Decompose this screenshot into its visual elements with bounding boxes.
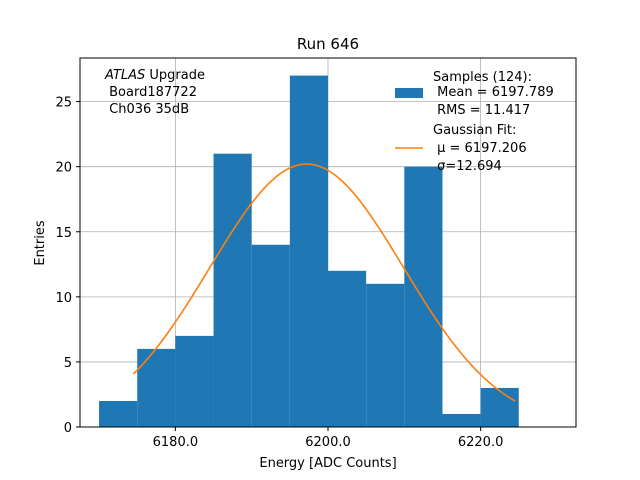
legend-fit-title: Gaussian Fit: (433, 123, 516, 138)
upgrade-label: Upgrade (145, 68, 205, 83)
histogram-bar-6 (328, 270, 367, 427)
legend-samples-rms: RMS = 11.417 (433, 103, 530, 118)
histogram-bar-9 (442, 413, 481, 427)
histogram-bar-0 (99, 400, 138, 427)
histogram-bar-1 (137, 348, 176, 427)
annotation-channel: Ch036 35dB (105, 102, 189, 117)
histogram-bar-2 (175, 335, 214, 427)
histogram-bars (99, 75, 519, 428)
legend-swatch-samples (395, 88, 423, 98)
x-tick-label-2: 6220.0 (458, 435, 504, 450)
legend-samples-title: Samples (124): (433, 70, 532, 85)
y-tick-label-0: 0 (64, 421, 72, 436)
histogram-bar-8 (404, 166, 443, 427)
histogram-bar-3 (213, 153, 252, 427)
y-axis-label: Entries (33, 220, 48, 266)
histogram-bar-7 (366, 283, 405, 427)
legend-fit-mu: μ = 6197.206 (433, 141, 527, 156)
atlas-label: ATLAS (104, 68, 145, 83)
y-tick-label-3: 15 (55, 226, 72, 241)
axis-ticks: 6180.0 6200.0 6220.0 0 5 10 15 20 25 (55, 96, 503, 450)
x-axis-label: Energy [ADC Counts] (259, 456, 396, 471)
histogram-bar-5 (289, 75, 328, 428)
x-tick-label-0: 6180.0 (153, 435, 199, 450)
fit-curve-line (132, 163, 516, 402)
annotation-board: Board187722 (105, 85, 197, 100)
annotation-line-1: ATLAS Upgrade (104, 68, 205, 83)
legend-fit-sigma: σ=12.694 (433, 159, 502, 174)
y-tick-label-2: 10 (55, 291, 72, 306)
x-tick-label-1: 6200.0 (305, 435, 351, 450)
histogram-bar-4 (251, 244, 290, 427)
y-tick-label-5: 25 (55, 96, 72, 111)
gaussian-fit-curve (132, 163, 516, 402)
histogram-bar-10 (480, 387, 519, 427)
y-tick-label-1: 5 (64, 356, 72, 371)
y-tick-label-4: 20 (55, 161, 72, 176)
chart-title: Run 646 (297, 35, 359, 53)
legend-samples-mean: Mean = 6197.789 (433, 85, 554, 100)
info-annotation: ATLAS Upgrade Board187722 Ch036 35dB (104, 68, 205, 117)
legend: Samples (124): Mean = 6197.789 RMS = 11.… (395, 70, 554, 174)
